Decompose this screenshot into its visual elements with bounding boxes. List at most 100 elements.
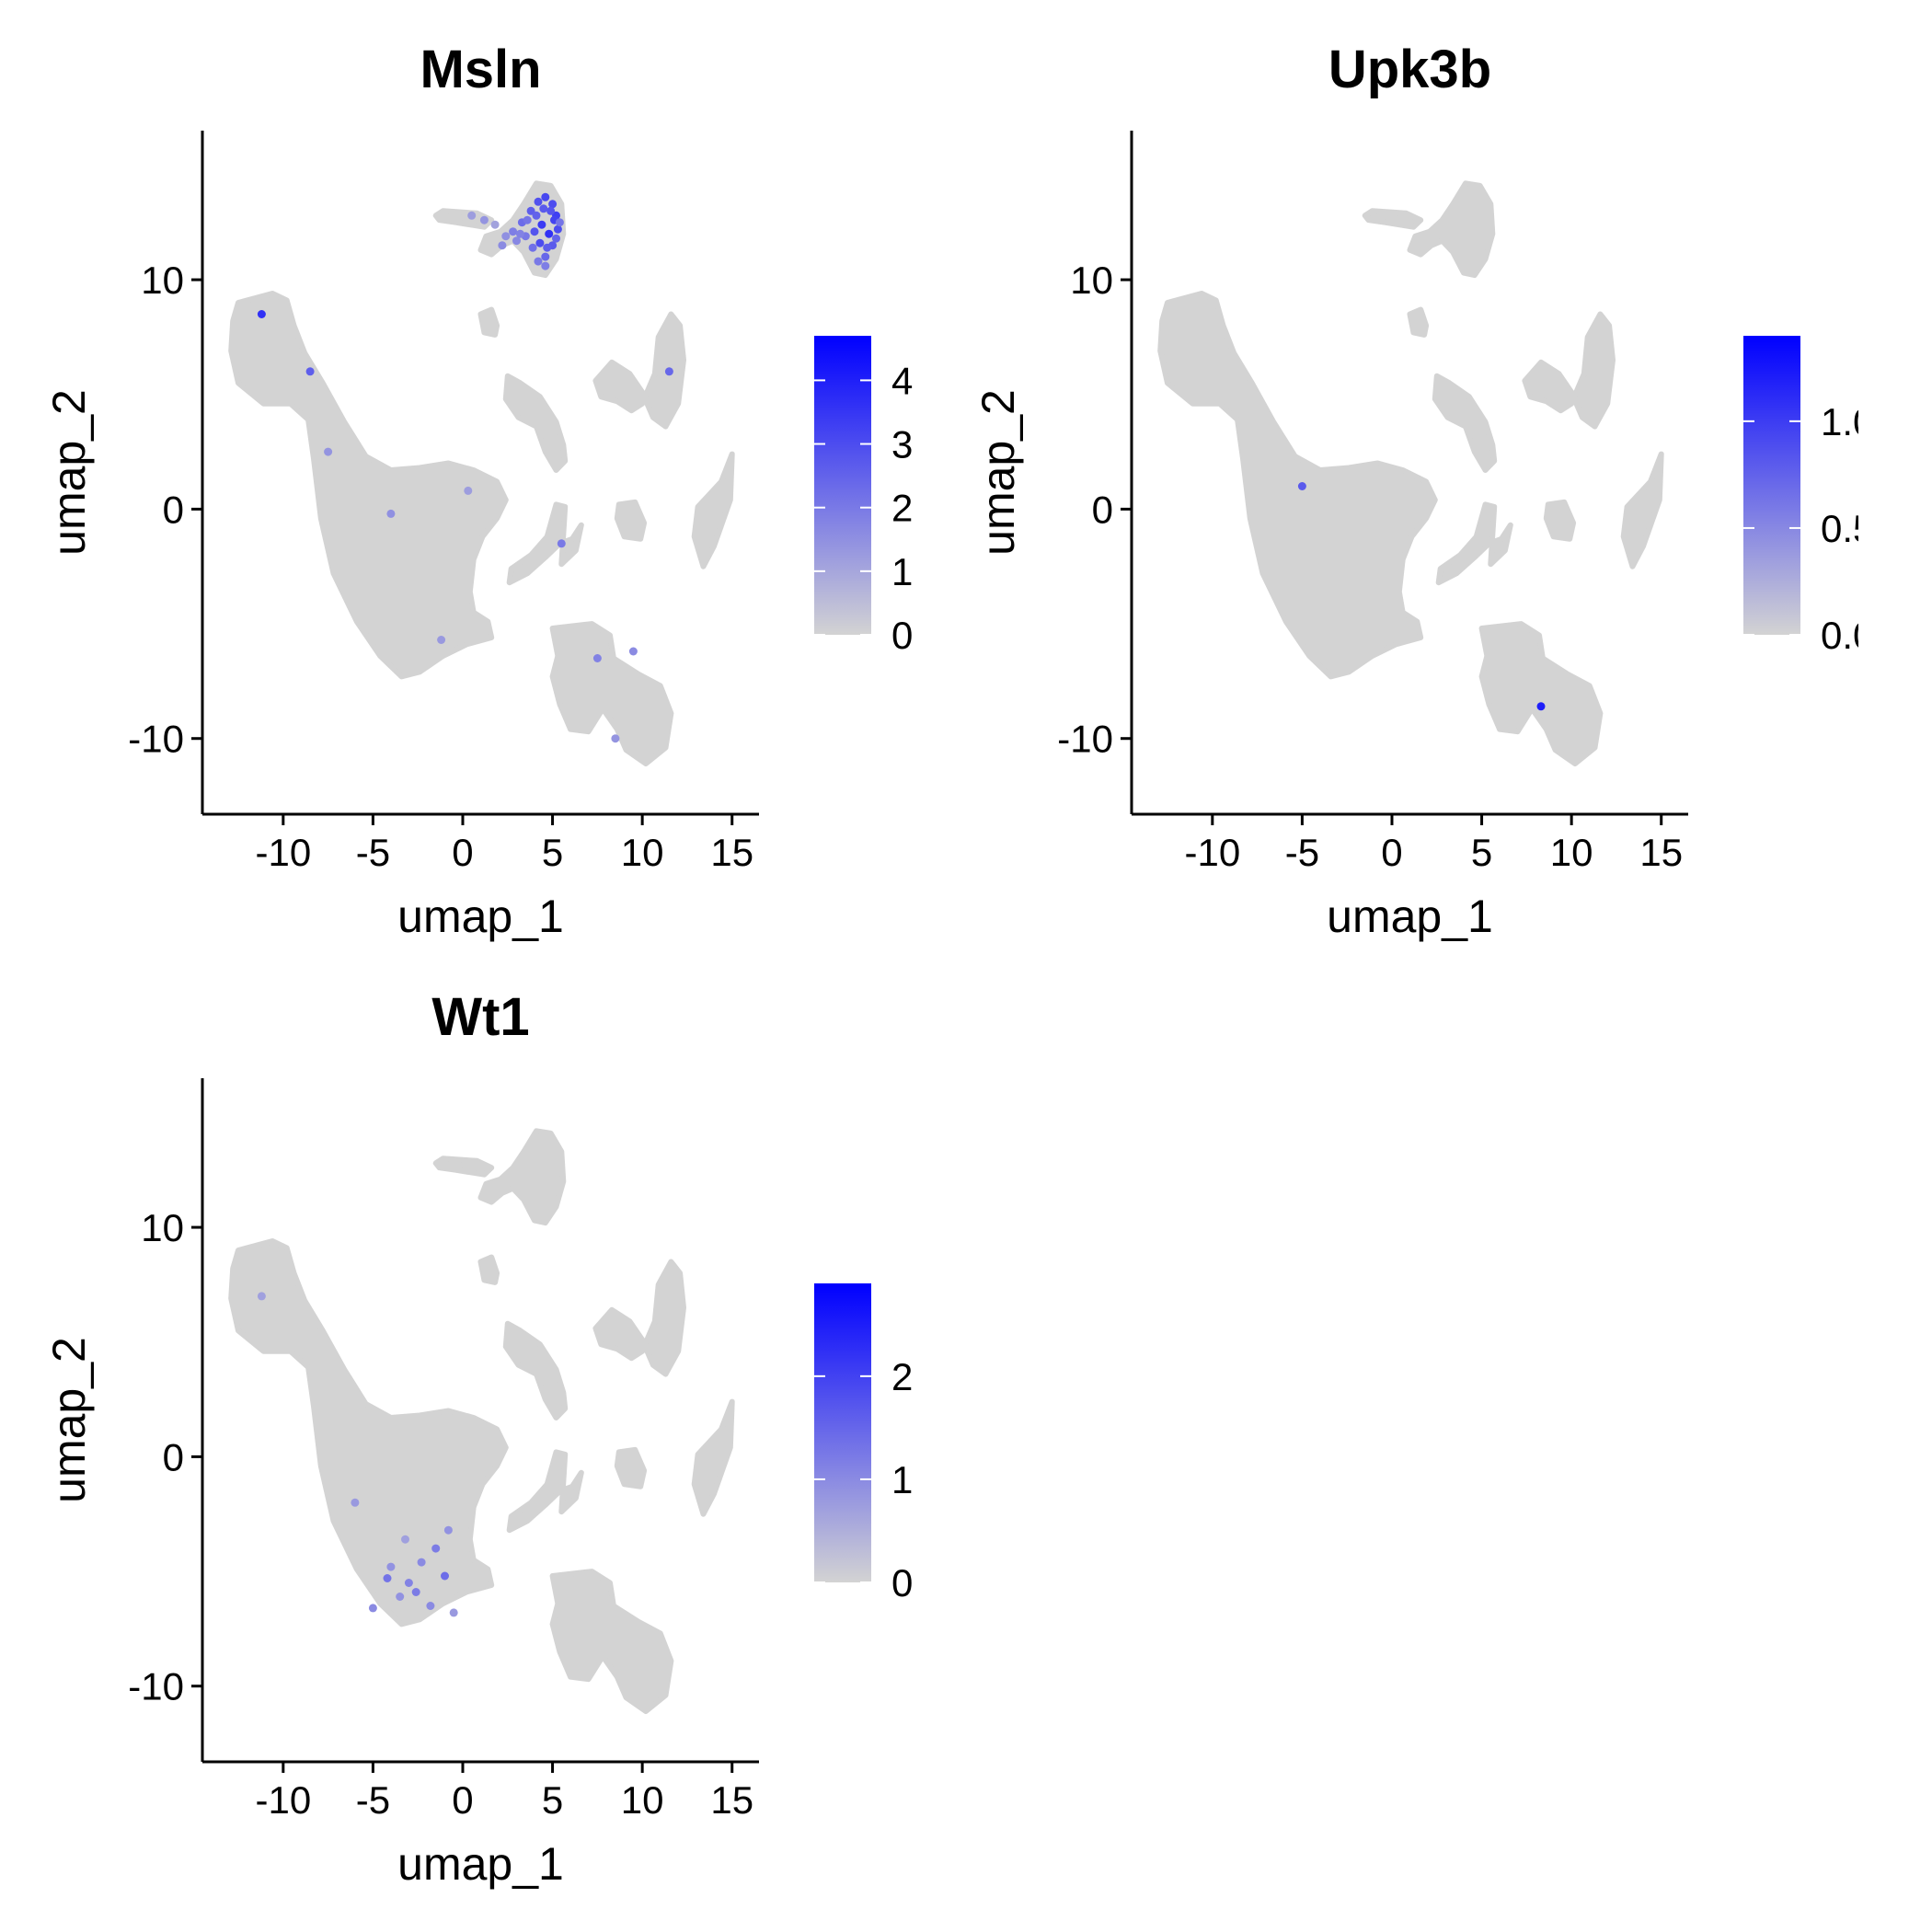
x-tick-label: 15	[1639, 831, 1683, 874]
cell-point	[386, 1563, 395, 1571]
cell-point	[629, 648, 638, 656]
cluster-3	[436, 1158, 492, 1174]
chart-title: Msln	[420, 40, 541, 99]
x-tick-label: -5	[356, 831, 390, 874]
cell-clusters	[231, 183, 732, 764]
cell-clusters	[231, 1131, 732, 1711]
x-tick-label: 0	[452, 831, 473, 874]
cluster-6	[1524, 315, 1613, 427]
cell-point	[306, 367, 315, 375]
panel-upk3b: Upk3b-10-5051015-10010umap_1umap_20.00.5…	[929, 0, 1858, 952]
cell-point	[611, 734, 619, 742]
cluster-1	[231, 293, 506, 676]
cluster-9	[510, 1452, 581, 1530]
x-tick-label: -10	[255, 831, 311, 874]
x-tick-label: 0	[1381, 831, 1402, 874]
y-tick-label: 0	[1092, 488, 1113, 531]
y-axis-label: umap_2	[43, 389, 95, 556]
cell-point	[396, 1593, 404, 1601]
cell-point	[531, 227, 539, 236]
cluster-8	[1547, 502, 1573, 539]
cell-point	[1298, 482, 1306, 490]
chart-svg: Wt1-10 -5 0 5 10 15-10010umap_1umap_2012	[0, 948, 929, 1895]
cluster-4	[1410, 310, 1427, 335]
x-tick-label: -10	[255, 1778, 311, 1822]
cell-point	[529, 244, 537, 252]
colorbar-tick-label: 3	[891, 423, 913, 466]
y-tick-label: -10	[128, 1665, 184, 1708]
colorbar-tick-label: 1	[891, 1458, 913, 1501]
colorbar	[1743, 336, 1800, 635]
y-tick-label: 10	[141, 1206, 184, 1249]
y-axis-label: umap_2	[43, 1337, 95, 1503]
cell-point	[541, 262, 549, 270]
cluster-4	[481, 1258, 498, 1282]
x-tick-label: 5	[542, 831, 563, 874]
x-tick-label: 10	[1550, 831, 1593, 874]
chart-title: Upk3b	[1328, 40, 1491, 99]
cluster-5	[506, 1324, 565, 1418]
y-tick-label: 0	[163, 488, 184, 531]
colorbar-tick-label: 0	[891, 1561, 913, 1604]
cell-point	[558, 539, 566, 547]
cluster-1	[231, 1241, 506, 1624]
cell-point	[464, 487, 472, 495]
cluster-2	[481, 1131, 564, 1223]
cluster-1	[1160, 293, 1435, 676]
x-tick-label: -5	[1285, 831, 1319, 874]
cell-point	[412, 1588, 420, 1596]
colorbar-tick-label: 2	[891, 487, 913, 530]
cell-point	[258, 1292, 266, 1300]
cluster-7	[1624, 454, 1662, 567]
cell-point	[384, 1574, 392, 1582]
cell-point	[498, 241, 506, 249]
cluster-8	[617, 1450, 644, 1487]
x-tick-label: 10	[621, 831, 664, 874]
chart-svg: Upk3b-10-5051015-10010umap_1umap_20.00.5…	[929, 0, 1858, 948]
cluster-2	[481, 183, 564, 275]
cluster-7	[695, 454, 732, 567]
cell-point	[535, 198, 543, 206]
panel-wt1: Wt1 -10 -5 0 5 10 15 -10 0 10 umap_1 umap_2 0 1 2	[0, 948, 929, 1900]
cell-point	[523, 216, 532, 224]
colorbar-tick-label: 0	[891, 614, 913, 657]
cell-point	[541, 253, 549, 261]
cluster-10	[553, 624, 672, 764]
cell-point	[516, 230, 524, 238]
cell-point	[545, 230, 553, 238]
cell-point	[552, 235, 560, 243]
y-tick-label: 10	[1070, 259, 1113, 302]
colorbar-tick-label: 2	[891, 1355, 913, 1398]
cell-point	[1537, 702, 1546, 710]
cell-point	[556, 218, 564, 226]
cell-clusters	[1160, 183, 1662, 764]
colorbar-tick-label: 0.5	[1821, 507, 1858, 550]
cluster-9	[510, 504, 581, 582]
cell-point	[533, 212, 541, 220]
cell-point	[539, 204, 547, 213]
cell-point	[537, 221, 546, 229]
cell-point	[441, 1572, 449, 1581]
cell-point	[450, 1608, 458, 1616]
cluster-2	[1410, 183, 1493, 275]
cell-point	[431, 1545, 440, 1553]
cell-point	[491, 221, 500, 229]
cell-point	[444, 1526, 453, 1535]
x-tick-label: -5	[356, 1778, 390, 1822]
cluster-8	[617, 502, 644, 539]
x-tick-label: 10	[621, 1778, 664, 1822]
cluster-9	[1439, 504, 1511, 582]
x-tick-label: 15	[710, 1778, 753, 1822]
cluster-5	[506, 376, 565, 470]
colorbar-tick-label: 0.0	[1821, 614, 1858, 657]
cluster-6	[595, 1262, 684, 1374]
cell-point	[467, 212, 476, 220]
x-tick-label: -10	[1184, 831, 1240, 874]
cell-point	[426, 1602, 434, 1610]
cell-point	[405, 1579, 413, 1587]
cell-point	[535, 239, 544, 247]
cluster-7	[695, 1402, 732, 1514]
cluster-10	[1482, 624, 1601, 764]
y-tick-label: -10	[1057, 718, 1113, 761]
cell-point	[351, 1499, 359, 1507]
